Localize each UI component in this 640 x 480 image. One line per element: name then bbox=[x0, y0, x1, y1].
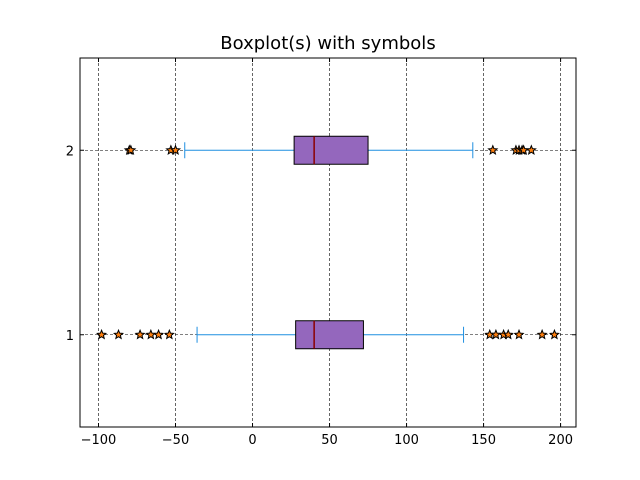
flier-point bbox=[163, 328, 175, 340]
flier-point bbox=[169, 144, 182, 155]
flier-point bbox=[536, 328, 548, 340]
chart-title: Boxplot(s) with symbols bbox=[220, 33, 435, 54]
flier-point bbox=[548, 328, 560, 340]
x-tick-label: 0 bbox=[248, 433, 256, 448]
flier-point bbox=[153, 328, 165, 340]
flier-point bbox=[525, 144, 537, 155]
grid bbox=[80, 58, 576, 427]
boxplot-series-2 bbox=[123, 135, 537, 165]
x-tick-label: 50 bbox=[321, 433, 338, 448]
flier-point bbox=[487, 144, 499, 155]
plot-area bbox=[96, 135, 560, 350]
x-tick-label: −100 bbox=[81, 433, 117, 448]
flier-point bbox=[513, 328, 525, 340]
x-tick-label: 150 bbox=[471, 433, 496, 448]
flier-point bbox=[125, 144, 137, 155]
flier-point bbox=[96, 328, 108, 340]
boxplot-series-1 bbox=[96, 320, 560, 350]
x-tick-label: −50 bbox=[162, 433, 189, 448]
box bbox=[293, 135, 369, 165]
flier-point bbox=[490, 328, 502, 340]
x-tick-label: 100 bbox=[394, 433, 419, 448]
flier-point bbox=[112, 328, 125, 340]
y-tick-label: 1 bbox=[66, 329, 74, 344]
x-tick-label: 200 bbox=[548, 433, 573, 448]
flier-point bbox=[502, 328, 514, 340]
axes: −100 −50 0 50 100 150 200 1 2 bbox=[66, 58, 576, 448]
box bbox=[295, 320, 364, 350]
y-tick-label: 2 bbox=[66, 144, 74, 159]
axes-frame bbox=[79, 57, 577, 428]
flier-point bbox=[134, 328, 146, 340]
flier-point bbox=[145, 328, 157, 340]
